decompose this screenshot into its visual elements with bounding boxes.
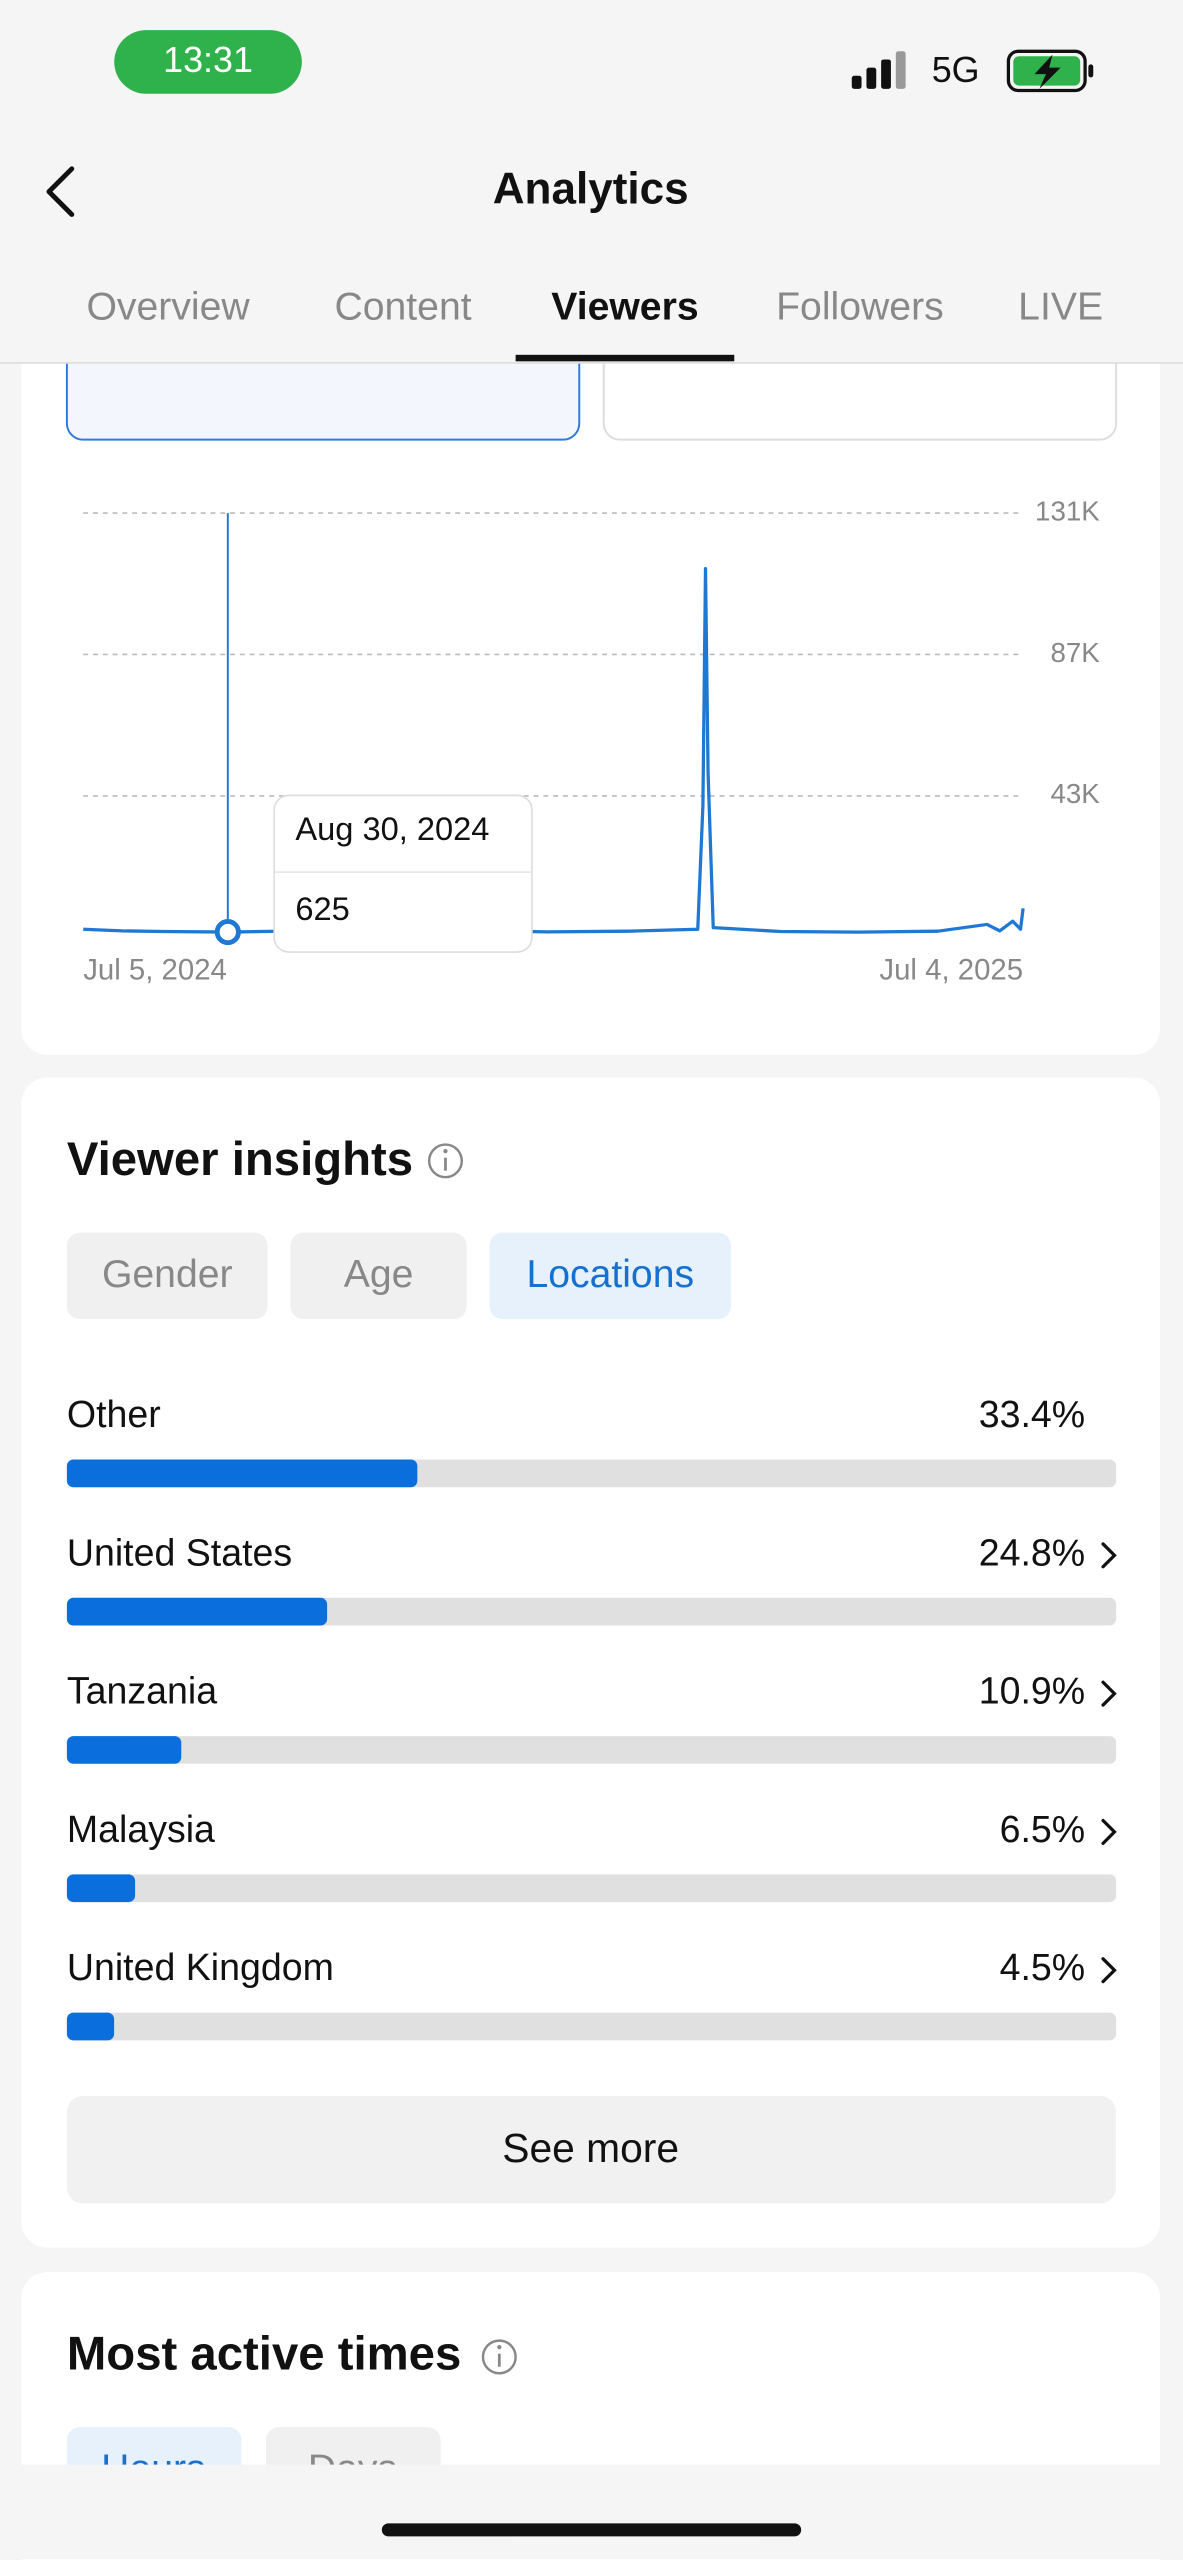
tab-bar: Overview Content Viewers Followers LIVE [86, 285, 1103, 362]
tab[interactable]: Overview [86, 285, 250, 328]
tab[interactable]: Viewers [551, 285, 698, 328]
bar-track [66, 1874, 1117, 1903]
bar-track [66, 2012, 1117, 2041]
tab[interactable]: Followers [776, 285, 944, 328]
battery-icon [1006, 49, 1094, 93]
bar [66, 1874, 136, 1903]
bar [66, 1597, 328, 1626]
filter-label: Locations [526, 1253, 694, 1296]
section-title: Viewer insights [67, 1133, 413, 1186]
tab[interactable]: LIVE [1018, 285, 1103, 328]
home-area [0, 2464, 1183, 2560]
chevron[interactable] [1101, 1542, 1117, 1569]
bar-track [66, 1597, 1117, 1626]
network: 5G [932, 50, 980, 90]
y-tick-label: 43K [1050, 778, 1100, 809]
filter-label: Gender [102, 1253, 233, 1296]
location-name: Malaysia [67, 1808, 215, 1850]
chevron[interactable] [1101, 1680, 1117, 1707]
info-icon[interactable] [481, 2339, 517, 2375]
y-tick-label: 87K [1050, 637, 1100, 668]
y-tick-label: 131K [1035, 495, 1100, 526]
chevron[interactable] [1101, 1957, 1117, 1984]
location-share: 24.8% [979, 1531, 1085, 1573]
filter-pill[interactable] [489, 1232, 732, 1320]
bar [66, 1459, 418, 1488]
x-tick-label: Jul 4, 2025 [879, 953, 1023, 986]
location-name: United Kingdom [67, 1946, 334, 1988]
location-name: United States [67, 1531, 292, 1573]
page-title: Analytics [493, 164, 689, 213]
bar-track [66, 1736, 1117, 1764]
signal-icon [851, 51, 906, 89]
tooltip-value: 625 [295, 890, 349, 927]
location-share: 4.5% [1000, 1946, 1086, 1988]
location-name: Other [67, 1393, 161, 1435]
insights-card [21, 1077, 1161, 2248]
filter-label: Age [344, 1253, 414, 1296]
time-pill [114, 30, 302, 94]
location-share: 6.5% [1000, 1808, 1086, 1850]
chevron[interactable] [1101, 1818, 1117, 1845]
location-name: Tanzania [67, 1670, 217, 1712]
tab[interactable]: Content [334, 285, 471, 328]
see-more-button[interactable] [66, 2095, 1117, 2204]
back-button[interactable] [46, 166, 75, 217]
section-title: Most active times [67, 2327, 461, 2380]
see-more-label: See more [502, 2125, 679, 2171]
bar [66, 2012, 115, 2041]
tooltip-date: Aug 30, 2024 [295, 810, 489, 847]
filter-pill[interactable] [290, 1232, 467, 1320]
location-bars: Gender Age Locations Other 33.4% United State… [66, 1232, 1117, 2041]
location-share: 33.4% [979, 1393, 1085, 1435]
bar [66, 1736, 182, 1764]
x-tick-label: Jul 5, 2024 [83, 953, 227, 986]
data-line [83, 567, 1025, 934]
time: 13:31 [163, 40, 253, 80]
home-indicator [381, 2523, 802, 2537]
selected-point [214, 919, 241, 946]
tooltip [273, 794, 533, 953]
info-icon[interactable] [427, 1143, 464, 1179]
filter-pill[interactable] [66, 1232, 268, 1320]
location-share: 10.9% [979, 1670, 1085, 1712]
tab-underline [515, 354, 735, 362]
line-chart: 43K 87K 131K Jul 5, 2024 Jul 4, 2025 Aug 30, … [83, 495, 1100, 986]
